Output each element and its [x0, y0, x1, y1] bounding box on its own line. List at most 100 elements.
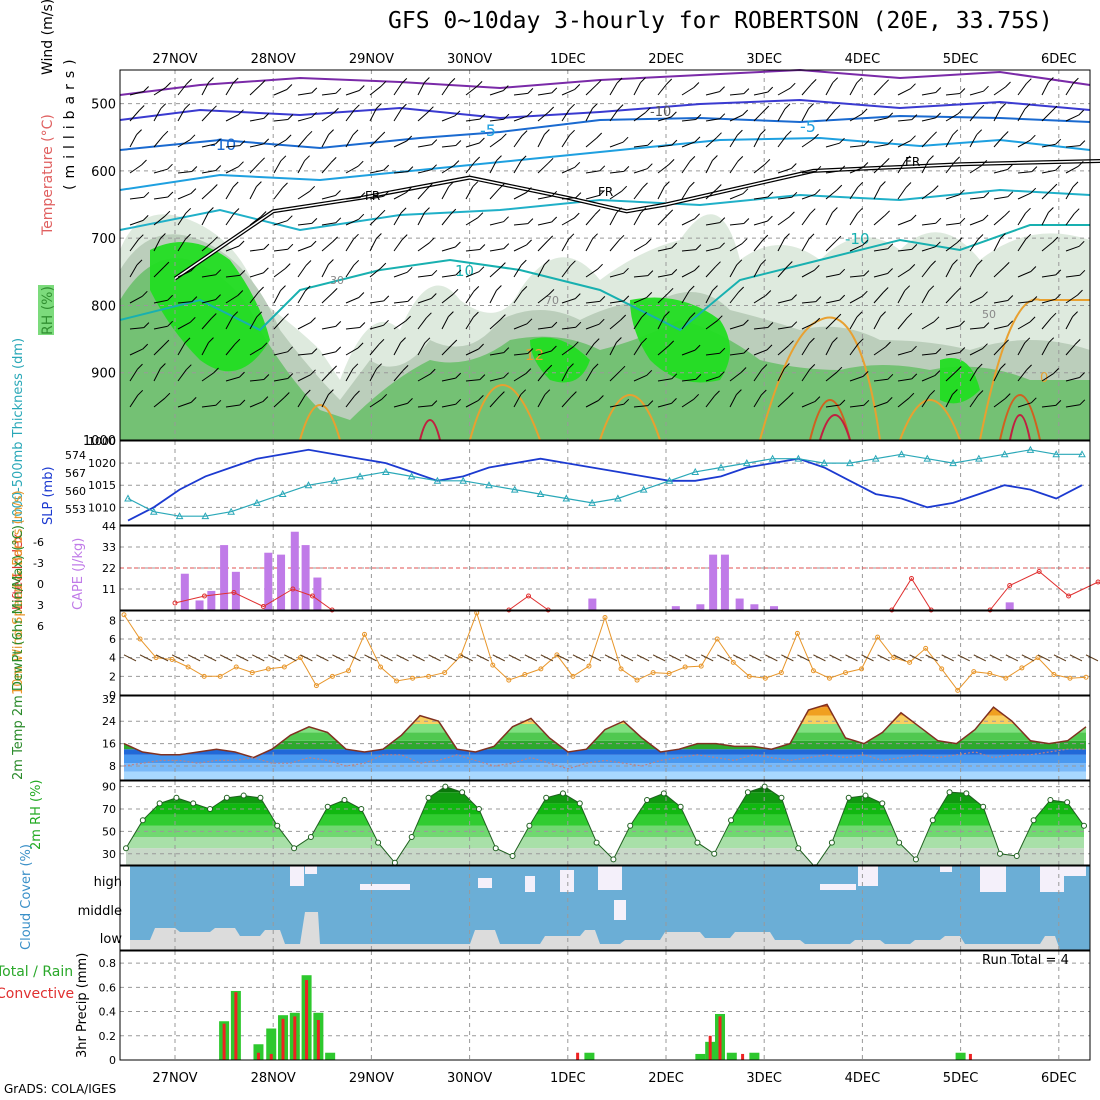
wind-barb-10m: [219, 654, 233, 662]
wind-barb-10m: [1069, 654, 1083, 662]
wind-barb-flag: [959, 189, 965, 196]
wind-barb-10m: [460, 654, 473, 662]
rh-marker: [644, 797, 651, 804]
wind-barb: [153, 299, 168, 304]
wind-barb-flag: [238, 161, 244, 168]
wind-barb-flag: [142, 343, 149, 350]
date-label-bottom: 4DEC: [845, 1071, 881, 1086]
wind-barb-10m: [700, 654, 714, 662]
wind-barb-flag: [379, 131, 386, 138]
rh-marker: [274, 822, 281, 829]
wind-barb-flag: [693, 82, 700, 88]
wind-barb: [225, 213, 235, 226]
wind-speed-marker: [554, 652, 560, 658]
cloud-high-patch: [290, 866, 304, 886]
wind-barb: [1041, 317, 1052, 330]
lifted-index-marker: [172, 600, 178, 606]
wind-barb: [273, 397, 285, 408]
wind-speed-marker: [233, 664, 239, 670]
wind-barb: [465, 379, 480, 382]
wind-barb: [345, 368, 354, 382]
rh-marker: [324, 803, 331, 810]
temp-band: [124, 740, 1086, 750]
wind-barb: [777, 326, 792, 330]
wind-barb: [657, 247, 672, 252]
wind-barb-flag: [353, 259, 360, 266]
wind-barb-flag: [383, 319, 389, 326]
wind-barb: [705, 290, 713, 304]
wind-barb-flag: [479, 137, 485, 144]
wind-tick-label: 6: [109, 633, 116, 646]
wind-barb: [825, 240, 837, 252]
wind-barb-flag: [762, 234, 769, 241]
wind-barb-flag: [527, 218, 534, 224]
wind-barb-10m: [893, 654, 906, 662]
wind-barb-flag: [136, 259, 143, 266]
wind-barb-10m: [1021, 654, 1035, 662]
wind-barb-flag: [520, 155, 527, 162]
wind-barb: [129, 219, 144, 226]
wind-barb-10m: [733, 654, 746, 662]
wind-barb-flag: [431, 164, 437, 171]
wind-barb: [849, 275, 864, 278]
rh-line: [125, 786, 1085, 869]
date-label-bottom: 3DEC: [746, 1071, 782, 1086]
wind-barb-flag: [427, 183, 433, 189]
wind-barb-flag: [887, 373, 894, 380]
wind-barb: [153, 215, 166, 226]
wind-barb: [177, 171, 192, 174]
wind-barb: [705, 266, 716, 278]
thickness-marker: [356, 472, 364, 480]
wind-barb-10m: [123, 654, 137, 662]
rh-marker: [408, 834, 415, 840]
wind-barb: [201, 299, 216, 304]
wind-barb: [513, 115, 528, 122]
thickness-marker: [846, 459, 854, 467]
wind-barb-flag: [955, 366, 962, 372]
wind-barb-flag: [646, 163, 653, 170]
wind-barb-flag: [646, 369, 653, 376]
wind-barb-flag: [1048, 207, 1054, 213]
wind-barb-10m: [1005, 654, 1019, 662]
wind-barb-flag: [839, 137, 845, 144]
wind-barb: [729, 352, 744, 356]
wind-barb: [561, 298, 576, 304]
wind-barb-flag: [911, 244, 918, 250]
wind-barb-flag: [982, 291, 988, 298]
wind-barb-flag: [405, 315, 411, 322]
wind-barb: [657, 345, 670, 356]
wind-barb-flag: [599, 190, 605, 196]
wind-barb: [225, 82, 234, 96]
wind-barb-flag: [407, 166, 414, 172]
wind-barb: [513, 353, 528, 356]
wind-barb-flag: [137, 234, 144, 241]
wind-barb-flag: [621, 185, 628, 192]
thickness-marker: [897, 450, 906, 458]
wind-barb-flag: [331, 365, 337, 372]
precip-convective-bar: [968, 1053, 972, 1060]
wind-barb: [657, 292, 669, 304]
thickness-line: [127, 449, 1082, 517]
rh-band: [126, 837, 1084, 849]
thickness-marker: [407, 472, 416, 480]
wind-barb: [417, 82, 425, 96]
wind-speed-marker: [971, 669, 977, 675]
wind-barb: [945, 161, 955, 174]
wind-barb: [489, 188, 500, 200]
precip-panel: 0 0.2 0.4 0.6 0.8 Total / Rain Convective: [0, 951, 1090, 1067]
wind-barb: [369, 136, 381, 148]
wind-barb: [681, 270, 695, 278]
wind-barb: [177, 193, 192, 200]
wind-barb-flag: [401, 234, 408, 240]
wind-barb: [729, 114, 743, 122]
wind-barb-flag: [232, 181, 239, 188]
wind-barb: [393, 320, 406, 330]
wind-barb-flag: [887, 243, 894, 250]
wind-barb: [873, 186, 881, 200]
wind-barb-flag: [957, 108, 964, 115]
cape-bar: [709, 554, 718, 610]
wind-barb: [273, 290, 281, 304]
wind-barb: [585, 214, 596, 226]
wind-barb: [729, 93, 744, 96]
wind-barb: [345, 395, 355, 408]
